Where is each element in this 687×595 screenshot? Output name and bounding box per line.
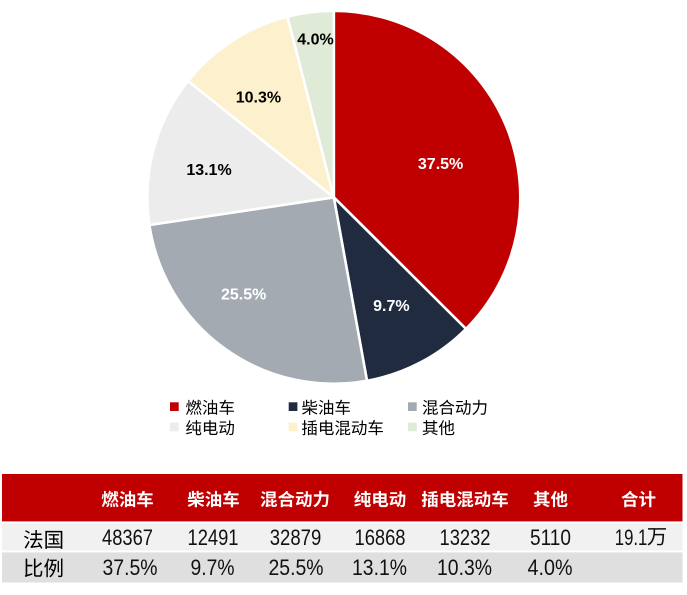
svg-text:4.0%: 4.0% — [528, 555, 573, 580]
svg-text:19.1: 19.1 — [615, 525, 648, 550]
svg-text:13.1%: 13.1% — [352, 555, 407, 580]
svg-text:32879: 32879 — [270, 525, 322, 550]
svg-text:25.5%: 25.5% — [269, 555, 324, 580]
svg-text:5110: 5110 — [530, 525, 571, 550]
svg-text:48367: 48367 — [102, 525, 153, 550]
svg-text:10.3%: 10.3% — [437, 555, 492, 580]
svg-text:37.5%: 37.5% — [418, 156, 463, 173]
svg-text:13232: 13232 — [440, 525, 491, 550]
svg-text:9.7%: 9.7% — [191, 555, 235, 580]
svg-text:16868: 16868 — [355, 525, 406, 550]
svg-text:10.3%: 10.3% — [236, 90, 281, 107]
svg-text:13.1%: 13.1% — [186, 162, 231, 179]
svg-text:12491: 12491 — [188, 525, 239, 550]
svg-text:4.0%: 4.0% — [297, 32, 333, 49]
svg-text:25.5%: 25.5% — [221, 286, 266, 303]
svg-text:37.5%: 37.5% — [103, 555, 158, 580]
svg-text:9.7%: 9.7% — [373, 298, 409, 315]
